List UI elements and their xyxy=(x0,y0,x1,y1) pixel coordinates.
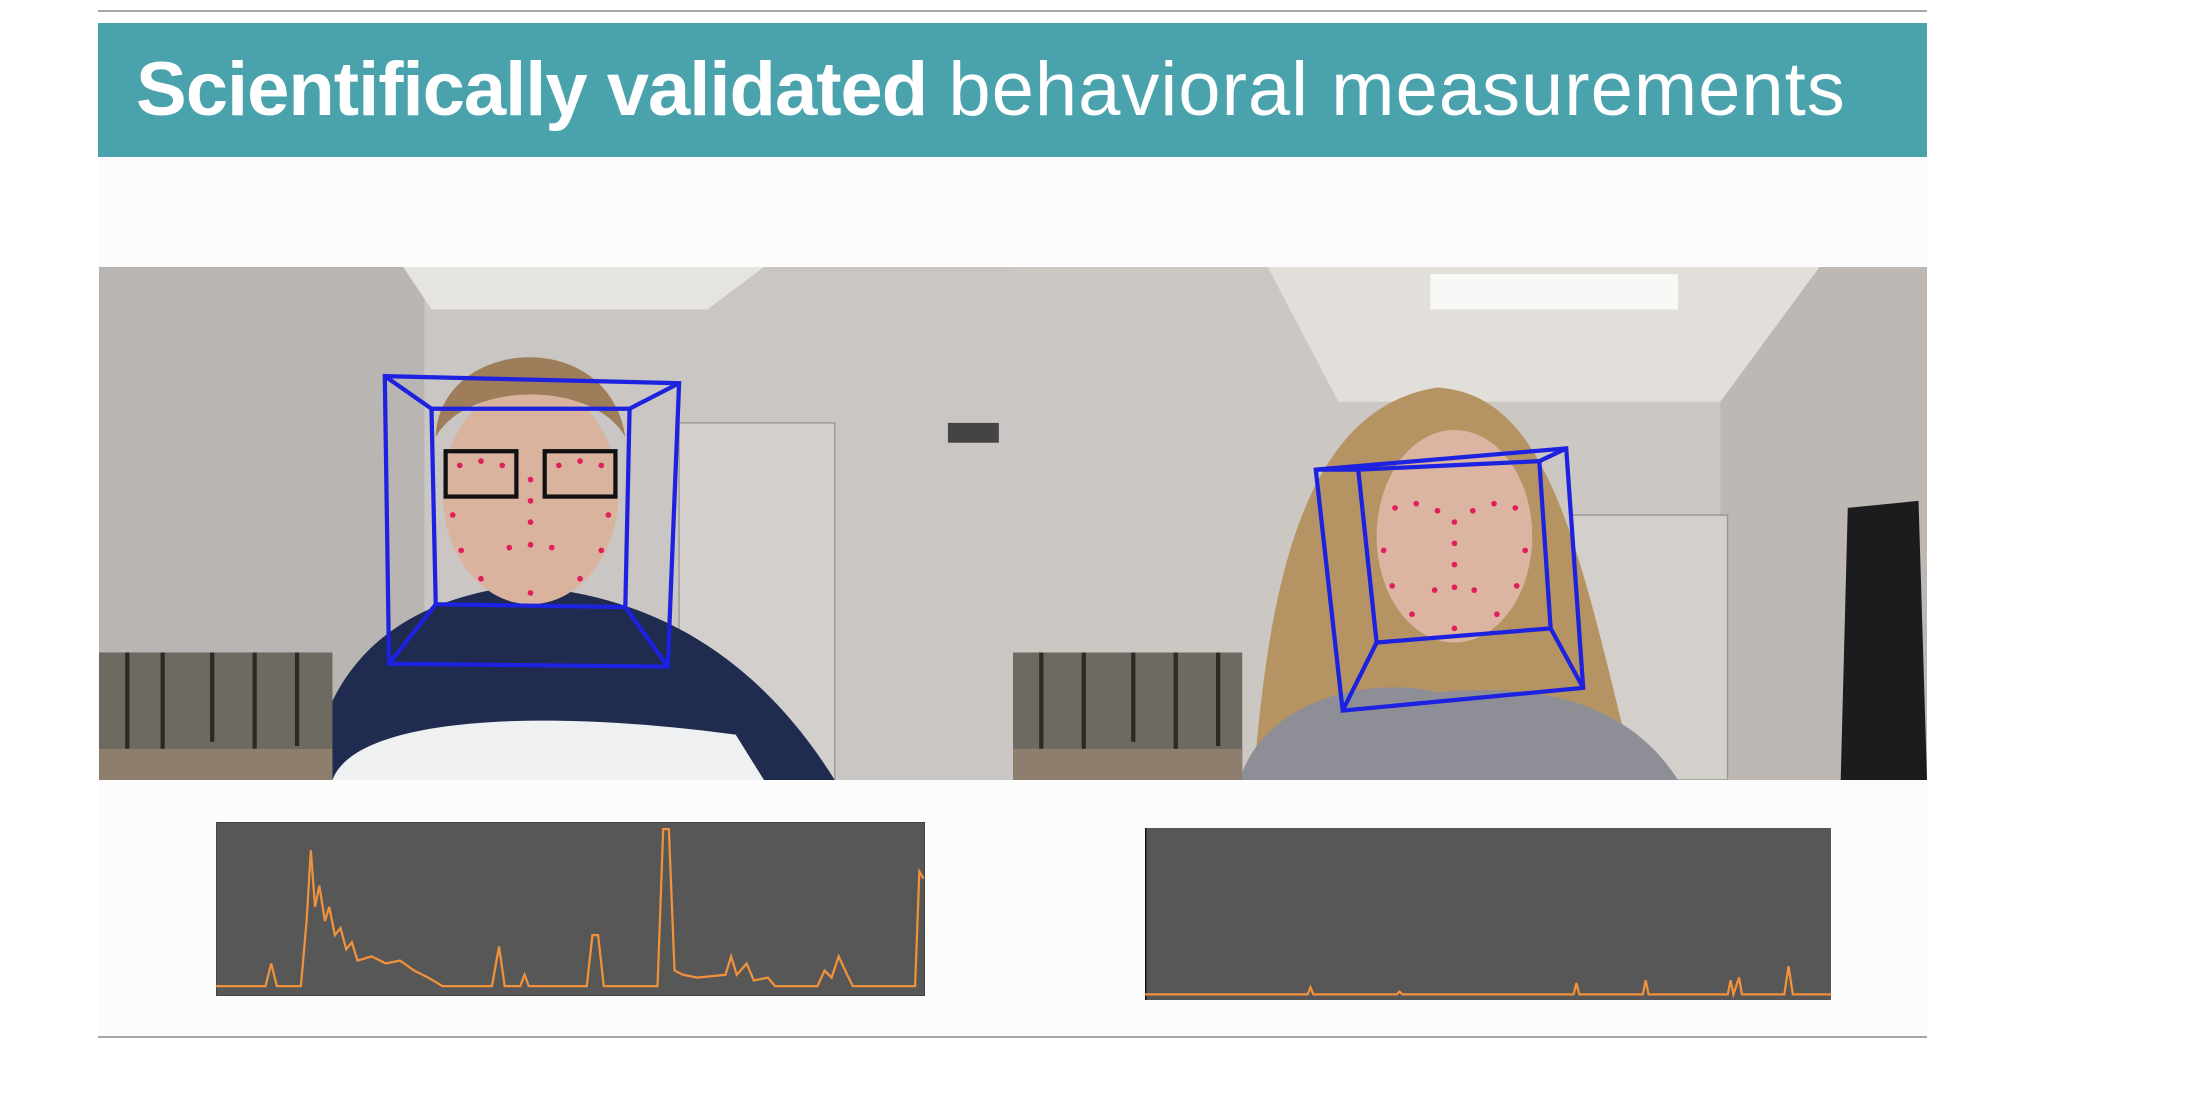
shape xyxy=(1548,627,1586,689)
landmark-dot xyxy=(506,544,513,551)
landmark-dot xyxy=(556,462,562,469)
trees xyxy=(1039,652,1221,756)
face xyxy=(442,383,619,605)
face xyxy=(1376,429,1533,643)
landmark-dot xyxy=(577,458,583,464)
landmark-dot xyxy=(1470,507,1476,514)
ceiling xyxy=(1267,267,1820,402)
landmark-dot xyxy=(1491,500,1497,507)
shape xyxy=(387,602,438,666)
ceiling xyxy=(403,267,764,310)
landmark-dot xyxy=(456,462,463,469)
trace-background xyxy=(1145,828,1831,1000)
shape xyxy=(628,381,681,411)
landmark-dot xyxy=(449,512,456,518)
trace-background xyxy=(216,822,925,996)
landmark-dot xyxy=(1494,611,1500,618)
forest-floor xyxy=(99,748,333,780)
landmark-dot xyxy=(1434,507,1441,514)
landmark-dot xyxy=(527,519,534,525)
head-box xyxy=(1313,446,1586,713)
landmark-dot xyxy=(1451,584,1458,591)
shape xyxy=(1538,446,1568,464)
landmark-dot xyxy=(1409,611,1415,618)
video-frame-right xyxy=(1013,267,1927,780)
landmark-dot xyxy=(1522,547,1529,554)
title-banner: Scientifically validated behavioral meas… xyxy=(98,23,1927,157)
video-frame-left xyxy=(99,267,1013,780)
landmark-dot xyxy=(527,497,534,504)
landmark-dot xyxy=(548,544,555,551)
landmark-dot xyxy=(478,458,484,464)
top-rule xyxy=(98,10,1927,12)
landmark-dot xyxy=(1451,540,1458,547)
landmark-dot xyxy=(499,462,506,469)
landmark-dot xyxy=(1512,505,1519,511)
glasses xyxy=(542,449,618,499)
landmark-dot xyxy=(577,575,583,582)
landmarks xyxy=(1380,500,1529,632)
landmark-dot xyxy=(1392,505,1398,511)
shape xyxy=(1340,641,1379,712)
landmark-dot xyxy=(598,547,605,554)
trees xyxy=(125,652,300,756)
signal-trace-left xyxy=(216,822,925,996)
signal-trace-right xyxy=(1145,828,1831,1000)
bottom-rule xyxy=(98,1036,1927,1038)
landmark-dot xyxy=(1431,587,1438,593)
light-panel xyxy=(1430,274,1678,310)
landmark-dot xyxy=(1451,519,1458,525)
landmark-dot xyxy=(1451,625,1458,632)
landmark-dot xyxy=(1513,583,1520,589)
trace-line xyxy=(216,827,925,988)
landmark-dot xyxy=(598,462,605,469)
hook xyxy=(947,422,999,443)
sweater-stripe xyxy=(332,720,764,780)
landmark-dot xyxy=(527,590,534,596)
shape xyxy=(429,406,632,610)
landmark-dot xyxy=(1389,583,1396,589)
landmark-dot xyxy=(1451,561,1458,568)
landmark-dot xyxy=(1471,587,1478,593)
shape xyxy=(383,374,433,411)
jacket xyxy=(1840,500,1927,780)
landmark-dot xyxy=(1413,500,1420,507)
title-bold: Scientifically validated xyxy=(136,47,928,132)
trace-line xyxy=(1145,965,1831,999)
landmark-dot xyxy=(605,512,612,518)
title-light: behavioral measurements xyxy=(948,47,1846,132)
head-box xyxy=(382,373,682,669)
landmark-dot xyxy=(478,575,484,582)
shape xyxy=(623,605,670,668)
landmark-dot xyxy=(1380,547,1387,554)
landmark-dot xyxy=(527,541,534,548)
glasses xyxy=(443,449,519,499)
landmark-dot xyxy=(527,476,534,483)
landmark-dot xyxy=(458,547,465,554)
forest-floor xyxy=(1013,748,1243,780)
landmarks xyxy=(449,458,612,596)
